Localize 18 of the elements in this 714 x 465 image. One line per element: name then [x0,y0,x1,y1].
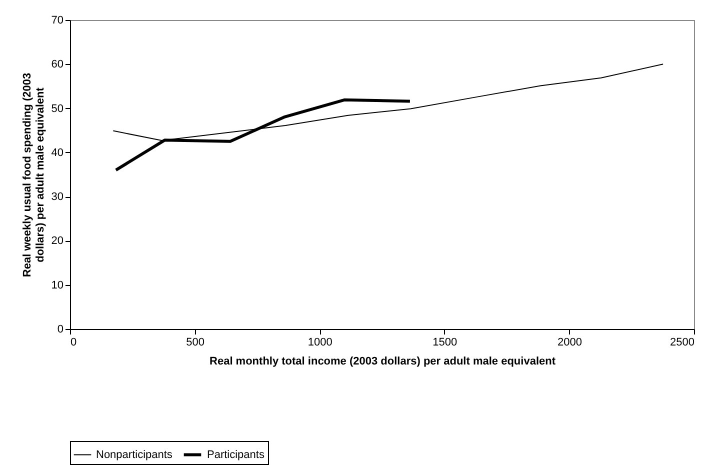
x-tick-label: 2000 [557,336,582,348]
y-tick-label: 20 [51,235,64,248]
x-tick-label: 1000 [308,336,332,348]
y-tick-label: 10 [51,279,64,292]
x-tick-label: 2500 [670,336,694,348]
x-tick-label: 1500 [432,336,458,348]
y-tick-label: 30 [51,191,64,204]
y-tick-label: 70 [51,14,64,26]
x-axis-title: Real monthly total income (2003 dollars) per adult male equivalent [210,356,556,368]
legend-label: Participants [207,448,265,461]
y-tick-label: 40 [51,146,64,159]
legend-label: Nonparticipants [96,448,173,461]
y-tick-label: 60 [51,58,64,71]
y-tick-label: 0 [57,324,64,336]
y-tick-label: 50 [51,102,64,115]
x-tick-label: 0 [70,336,77,348]
y-axis-title: Real weekly usual food spending (2003 dollars) per adult male equivalent [21,72,46,278]
x-tick-label: 500 [186,336,204,348]
